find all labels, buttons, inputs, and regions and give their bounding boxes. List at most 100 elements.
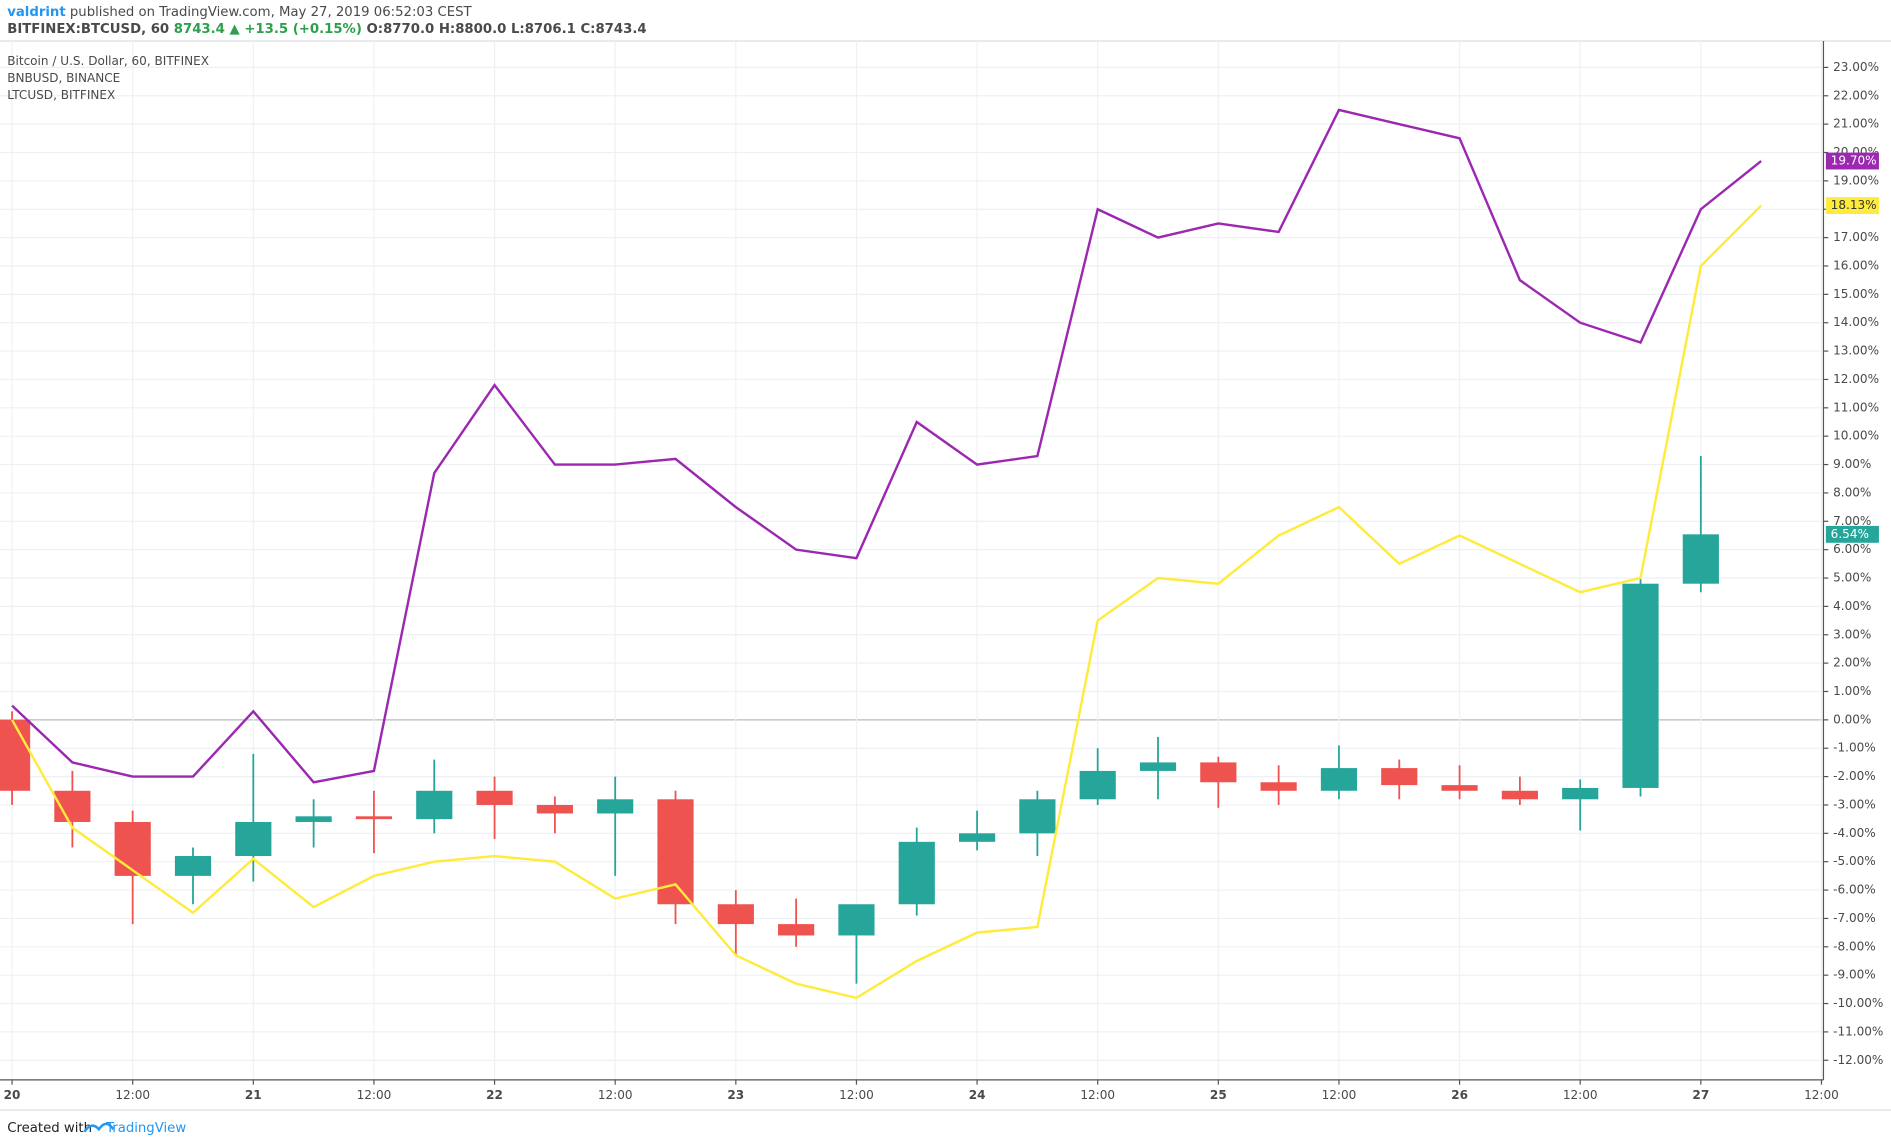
y-tick-label: -5.00% [1833, 854, 1876, 868]
candle-body [416, 790, 453, 820]
candle-body [1260, 782, 1297, 791]
x-tick-label: 12:00 [1080, 1088, 1115, 1102]
y-tick-label: 6.00% [1833, 542, 1871, 556]
y-tick-label: 11.00% [1833, 400, 1879, 414]
y-tick-label: 4.00% [1833, 599, 1871, 613]
symbol: BITFINEX:BTCUSD, 60 [7, 22, 169, 37]
y-tick-label: 12.00% [1833, 372, 1879, 386]
candle-body [1019, 799, 1056, 834]
candle-body [1139, 762, 1177, 771]
last-value-label: 18.13% [1831, 198, 1877, 212]
footer-brand[interactable]: TradingView [105, 1121, 186, 1136]
y-tick-label: -9.00% [1833, 968, 1876, 982]
x-tick-label: 24 [969, 1088, 986, 1102]
line-series [11, 204, 1762, 1000]
y-tick-label: 23.00% [1833, 60, 1879, 74]
x-tick-label: 12:00 [357, 1088, 392, 1102]
y-tick-label: 22.00% [1833, 88, 1879, 102]
candle-body [295, 816, 332, 822]
last-value-box [1825, 197, 1879, 215]
x-tick-label: 26 [1451, 1088, 1468, 1102]
y-tick-label: 7.00% [1833, 514, 1871, 528]
y-tick-label: -6.00% [1833, 883, 1876, 897]
x-tick-label: 25 [1210, 1088, 1227, 1102]
candle-body [235, 821, 272, 857]
y-tick-label: -12.00% [1833, 1053, 1883, 1067]
y-tick-label: 21.00% [1833, 117, 1879, 131]
x-tick-label: 21 [245, 1088, 262, 1102]
x-tick-label: 12:00 [839, 1088, 874, 1102]
candle-body [476, 790, 513, 805]
candle-body [1079, 770, 1116, 800]
candle-body [1501, 790, 1538, 800]
ohlc-line: BITFINEX:BTCUSD, 60 8743.4 ▲ +13.5 (+0.1… [7, 22, 646, 37]
candle-body [1622, 583, 1659, 788]
y-tick-label: 9.00% [1833, 457, 1871, 471]
brand-logo [83, 1122, 115, 1133]
candle-body [114, 821, 151, 876]
change: ▲ +13.5 (+0.15%) [230, 22, 362, 37]
footer-created: Created with [7, 1121, 92, 1136]
candle-body [958, 833, 996, 842]
candle-body [536, 804, 573, 814]
last-value-box [1825, 525, 1879, 543]
x-tick-label: 27 [1692, 1088, 1709, 1102]
y-tick-label: 2.00% [1833, 656, 1871, 670]
y-tick-label: 1.00% [1833, 684, 1871, 698]
y-tick-label: -2.00% [1833, 769, 1876, 783]
author[interactable]: valdrint [7, 5, 66, 20]
candle-body [1200, 762, 1237, 783]
y-tick-label: 19.00% [1833, 173, 1879, 187]
y-tick-label: 0.00% [1833, 712, 1871, 726]
candle-body [1320, 768, 1358, 791]
last-value-label: 19.70% [1831, 154, 1877, 168]
high: H:8800.0 [439, 22, 507, 37]
last: 8743.4 [174, 22, 225, 37]
candle-body [0, 719, 31, 791]
y-tick-label: 15.00% [1833, 287, 1879, 301]
y-tick-label: 16.00% [1833, 258, 1879, 272]
low: L:8706.1 [511, 22, 576, 37]
candle-body [1682, 534, 1719, 584]
candle-body [898, 841, 935, 905]
y-tick-label: 14.00% [1833, 315, 1879, 329]
y-tick-label: -1.00% [1833, 741, 1876, 755]
y-tick-label: 17.00% [1833, 230, 1879, 244]
published: published on TradingView.com, May 27, 20… [70, 5, 473, 20]
legend-entry: Bitcoin / U.S. Dollar, 60, BITFINEX [7, 54, 209, 68]
x-tick-label: 12:00 [115, 1088, 150, 1102]
x-tick-label: 22 [486, 1088, 503, 1102]
candle-body [174, 856, 212, 876]
x-tick-label: 12:00 [1563, 1088, 1598, 1102]
y-tick-label: -4.00% [1833, 826, 1876, 840]
x-tick-label: 23 [727, 1088, 744, 1102]
y-tick-label: 10.00% [1833, 429, 1879, 443]
y-tick-label: -10.00% [1833, 996, 1883, 1010]
candle-body [778, 924, 815, 936]
open: O:8770.0 [367, 22, 435, 37]
candle-body [838, 904, 875, 936]
y-tick-label: -11.00% [1833, 1024, 1883, 1038]
y-tick-label: 3.00% [1833, 627, 1871, 641]
y-tick-label: -3.00% [1833, 797, 1876, 811]
line-series [11, 108, 1762, 784]
close: C:8743.4 [580, 22, 646, 37]
x-tick-label: 12:00 [1322, 1088, 1357, 1102]
y-tick-label: -7.00% [1833, 911, 1876, 925]
legend-entry: LTCUSD, BITFINEX [7, 88, 115, 102]
candle-body [1381, 768, 1418, 786]
y-tick-label: 13.00% [1833, 344, 1879, 358]
candle-body [717, 904, 754, 925]
candle-body [355, 816, 393, 820]
x-tick-label: 12:00 [1804, 1088, 1839, 1102]
y-tick-label: -8.00% [1833, 939, 1876, 953]
x-tick-label: 12:00 [598, 1088, 633, 1102]
last-value-box [1825, 152, 1879, 170]
last-value-label: 6.54% [1831, 527, 1869, 541]
x-tick-label: 20 [4, 1088, 21, 1102]
y-tick-label: 5.00% [1833, 571, 1871, 585]
candle-body [1562, 787, 1599, 800]
candle-body [597, 799, 634, 814]
